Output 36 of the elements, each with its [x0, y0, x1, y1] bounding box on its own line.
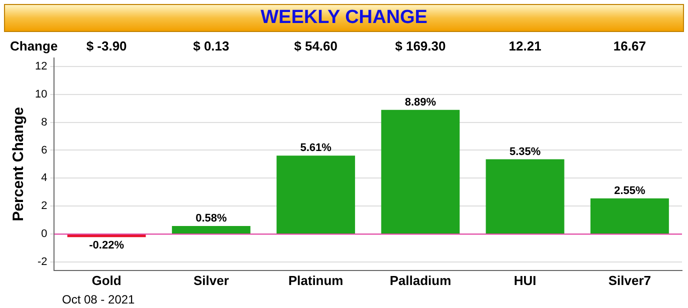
- x-tick-label: Silver7: [608, 272, 652, 288]
- bar: [67, 234, 146, 238]
- text: 16.67: [613, 38, 646, 54]
- data-label: 0.58%: [196, 212, 227, 224]
- x-tick-label: HUI: [514, 272, 536, 288]
- y-tick-label: 4: [41, 172, 48, 184]
- y-tick-label: 8: [41, 116, 48, 128]
- bar: [276, 156, 356, 234]
- text: $ 169.30: [395, 38, 446, 54]
- x-tick-label: Gold: [92, 272, 122, 288]
- text: 12.21: [508, 38, 542, 54]
- bar: [172, 226, 250, 234]
- data-label: 8.89%: [404, 96, 436, 108]
- text: $ 54.60: [294, 38, 338, 54]
- y-tick-label: -2: [37, 256, 48, 268]
- data-label: 5.61%: [300, 142, 332, 154]
- data-label: 5.35%: [509, 146, 541, 158]
- y-tick-label: 0: [41, 228, 48, 240]
- x-tick-label: Palladium: [390, 272, 452, 288]
- text: $ 0.13: [193, 38, 230, 54]
- x-tick-label: Platinum: [288, 272, 344, 288]
- bar: [590, 198, 669, 234]
- data-label: 2.55%: [614, 184, 646, 197]
- y-tick-label: 10: [34, 88, 48, 100]
- y-tick-label: 12: [34, 60, 48, 72]
- data-label: -0.22%: [89, 240, 124, 252]
- bar: [486, 159, 564, 234]
- text: $ -3.90: [86, 38, 127, 54]
- x-tick-label: Silver: [193, 272, 229, 288]
- y-axis-title: Percent Change: [10, 107, 28, 222]
- text: Oct 08 - 2021: [62, 292, 136, 306]
- text: Change: [10, 38, 58, 54]
- bar: [381, 110, 460, 234]
- y-tick-label: 2: [41, 200, 48, 212]
- chart-title: WEEKLY CHANGE: [4, 4, 684, 32]
- y-tick-label: 6: [41, 144, 48, 156]
